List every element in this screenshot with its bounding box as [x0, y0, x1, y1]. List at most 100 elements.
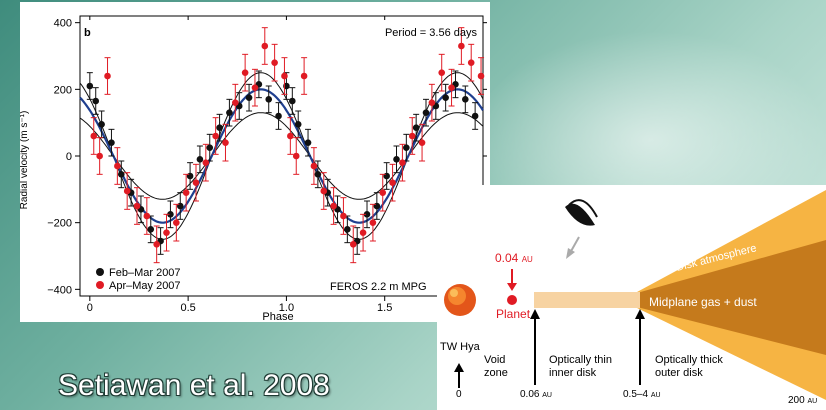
y-tick-label: 400	[54, 18, 72, 30]
x-tick-label: 1.5	[377, 302, 392, 314]
data-point	[369, 219, 377, 226]
data-point	[373, 202, 381, 210]
data-point	[163, 229, 170, 236]
y-tick-label: 200	[54, 84, 72, 96]
planet-distance-value: 0.04	[495, 251, 519, 265]
data-point	[292, 152, 300, 160]
y-tick-label: −200	[47, 218, 72, 230]
data-point	[251, 84, 259, 91]
data-point	[314, 171, 322, 178]
data-point	[467, 59, 475, 66]
data-point	[143, 212, 151, 220]
data-point	[216, 124, 223, 131]
x-tick-label: 0	[87, 302, 93, 314]
legend-label-feb-mar: Feb–Mar 2007	[109, 267, 181, 279]
data-point	[206, 144, 214, 151]
data-point	[241, 69, 249, 76]
data-point	[98, 121, 105, 128]
data-point	[133, 202, 141, 210]
data-point	[265, 96, 273, 103]
data-point	[403, 144, 410, 151]
data-point	[271, 59, 278, 66]
svg-text:200 AU: 200 AU	[788, 395, 817, 406]
data-point	[186, 172, 194, 180]
citation-text: Setiawan et al. 2008	[58, 369, 330, 402]
data-point	[448, 84, 455, 91]
void-zone-label-line2: zone	[484, 367, 508, 379]
data-point	[182, 189, 190, 196]
planet-label: Planet	[496, 307, 531, 321]
line-of-sight-arrow	[566, 236, 580, 259]
x-tick-label: 1.0	[279, 302, 294, 314]
data-point	[399, 159, 406, 166]
x-tick-label: 0.5	[180, 302, 195, 314]
y-tick-label: 0	[66, 151, 72, 163]
legend-marker-apr-may	[96, 281, 104, 289]
radial-velocity-chart: −400 −200 0 200 400 0 0.5 1.0 1.5 b Period = 3.5…	[20, 2, 490, 322]
tick-outer-value: 0.5–4	[623, 389, 648, 400]
data-point	[428, 99, 436, 106]
legend: Feb–Mar 2007 Apr–May 2007	[96, 267, 181, 292]
series-0	[86, 70, 479, 255]
disk-diagram: 0.04 AU Planet Disk atmosphere Midplane …	[437, 185, 826, 410]
data-point	[176, 202, 184, 210]
planet-marker	[507, 295, 517, 305]
data-point	[167, 211, 174, 218]
instrument-annotation: FEROS 2.2 m MPG	[330, 281, 427, 293]
envelope-curve	[79, 112, 484, 200]
data-point	[222, 139, 229, 146]
data-point	[340, 212, 347, 220]
midplane-label: Midplane gas + dust	[649, 295, 757, 309]
star-icon	[444, 284, 476, 316]
outer-disk	[637, 190, 826, 400]
data-point	[418, 139, 426, 146]
data-point	[412, 124, 420, 131]
tick-outer-unit: AU	[651, 392, 661, 399]
data-point	[379, 189, 387, 196]
data-point	[86, 82, 94, 90]
data-point	[363, 211, 371, 218]
data-point	[104, 72, 111, 80]
data-point	[300, 72, 308, 80]
eye-icon	[565, 199, 598, 226]
data-point	[458, 42, 465, 50]
data-point	[389, 179, 396, 186]
data-point	[147, 226, 155, 233]
data-point	[383, 172, 390, 180]
tick-edge-value: 200	[788, 395, 805, 406]
legend-label-apr-may: Apr–May 2007	[109, 280, 181, 292]
data-point	[344, 226, 351, 233]
data-point	[289, 97, 296, 105]
period-annotation: Period = 3.56 days	[385, 27, 478, 39]
data-point	[442, 94, 449, 101]
data-point	[261, 42, 269, 50]
data-point	[226, 109, 233, 116]
thick-disk-label-line1: Optically thick	[655, 354, 723, 366]
svg-text:0.04 AU: 0.04 AU	[495, 251, 533, 265]
tick-zero: 0	[456, 389, 462, 400]
data-point	[359, 229, 367, 236]
tick-inner-unit: AU	[542, 392, 552, 399]
data-point	[320, 187, 328, 195]
legend-marker-feb-mar	[96, 268, 104, 276]
data-point	[393, 156, 400, 163]
x-axis-label: Phase	[262, 311, 293, 322]
data-point	[422, 109, 430, 116]
data-point	[408, 132, 416, 140]
data-point	[123, 187, 131, 195]
data-point	[117, 171, 125, 178]
data-point	[304, 139, 312, 146]
thin-disk-label-line2: inner disk	[549, 367, 597, 379]
data-point	[349, 241, 357, 248]
svg-text:0.06 AU: 0.06 AU	[520, 389, 552, 400]
panel-label: b	[84, 27, 91, 39]
thin-disk-label-line1: Optically thin	[549, 354, 612, 366]
data-point	[196, 156, 204, 163]
data-point	[153, 241, 160, 248]
data-point	[281, 72, 288, 80]
data-point	[294, 121, 302, 128]
data-point	[192, 179, 200, 186]
scale-arrows	[454, 309, 645, 388]
data-point	[245, 94, 253, 101]
planet-distance-unit: AU	[522, 255, 533, 264]
